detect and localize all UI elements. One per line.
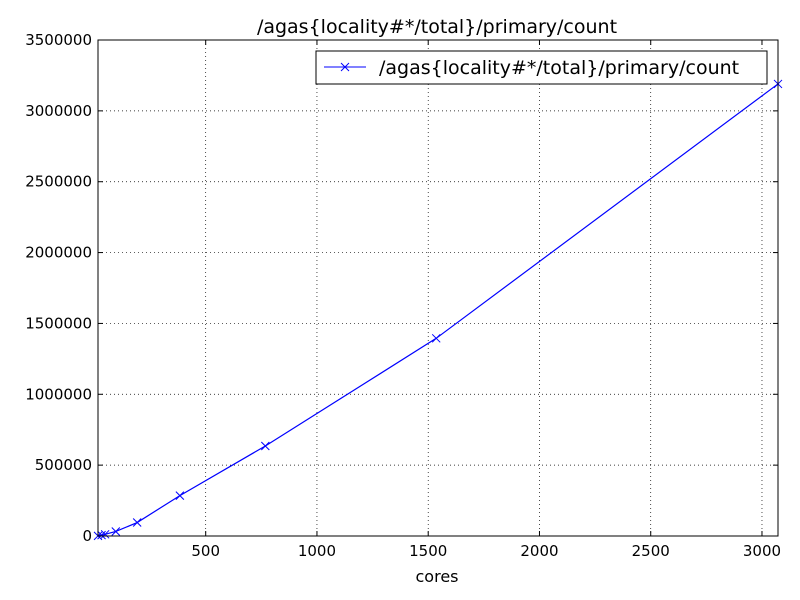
y-tick-label: 1500000 xyxy=(25,314,92,332)
data-point-marker xyxy=(431,333,441,343)
x-tick-label: 3000 xyxy=(743,542,781,560)
legend-label: /agas{locality#*/total}/primary/count xyxy=(379,57,739,79)
marker-stroke xyxy=(132,518,142,527)
data-point-marker xyxy=(100,529,110,539)
y-tick-label: 2000000 xyxy=(25,244,92,262)
x-tick-label: 2500 xyxy=(632,542,670,560)
data-point-marker xyxy=(175,491,185,500)
marker-stroke xyxy=(431,333,441,343)
x-axis-label: cores xyxy=(416,567,459,586)
y-tick-label: 500000 xyxy=(35,456,92,474)
y-tick-label: 1000000 xyxy=(25,385,92,403)
marker-stroke xyxy=(260,441,270,451)
legend-marker xyxy=(340,62,350,72)
marker-stroke xyxy=(175,491,185,500)
x-tick-label: 2000 xyxy=(520,542,558,560)
data-point-marker xyxy=(97,530,106,540)
legend-box xyxy=(315,50,768,85)
axis-ticks: 500 1000 1500 2000 2500 3000 0 500000 1000000 150… xyxy=(25,31,781,560)
plot-area-frame xyxy=(97,39,779,537)
y-tick-label: 0 xyxy=(82,527,92,545)
chart-title: /agas{locality#*/total}/primary/count xyxy=(257,16,617,38)
marker-stroke xyxy=(111,527,121,536)
legend: /agas{locality#*/total}/primary/count xyxy=(315,50,768,85)
data-point-marker xyxy=(111,527,121,536)
marker-stroke xyxy=(100,529,110,539)
x-tick-label: 1000 xyxy=(298,542,336,560)
marker-stroke xyxy=(97,530,106,540)
x-tick-label: 500 xyxy=(191,542,220,560)
series-layer xyxy=(93,79,783,541)
y-tick-label: 2500000 xyxy=(25,173,92,191)
data-point-marker xyxy=(260,441,270,451)
grid-lines xyxy=(98,40,778,536)
y-tick-label: 3000000 xyxy=(25,102,92,120)
x-tick-label: 1500 xyxy=(409,542,447,560)
y-tick-label: 3500000 xyxy=(25,31,92,49)
data-point-marker xyxy=(132,518,142,527)
